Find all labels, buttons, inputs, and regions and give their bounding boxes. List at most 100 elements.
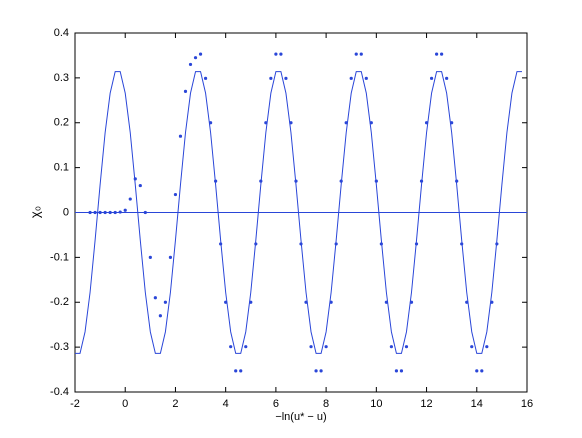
data-dot — [465, 300, 469, 304]
data-dot — [88, 210, 92, 215]
data-dot — [138, 183, 142, 188]
data-dot — [193, 56, 198, 60]
data-dot — [153, 296, 157, 300]
data-dot — [324, 345, 328, 349]
data-dot — [354, 52, 358, 56]
x-tick-label: 8 — [323, 398, 329, 410]
x-tick-label: 0 — [122, 398, 128, 410]
data-dot — [249, 300, 253, 304]
data-dot — [344, 121, 348, 125]
data-dot — [284, 76, 288, 80]
data-dot — [274, 52, 278, 56]
x-axis-label: −ln(u* − u) — [275, 411, 326, 423]
x-tick-label: -2 — [70, 398, 80, 410]
x-tick-label: 10 — [370, 398, 382, 410]
data-dot — [455, 179, 459, 183]
data-dot — [244, 345, 248, 349]
data-dot — [309, 345, 313, 349]
data-dot — [364, 76, 368, 80]
data-dot — [113, 210, 117, 215]
data-dot — [229, 345, 233, 349]
data-dot — [234, 369, 238, 373]
data-dot — [198, 52, 203, 56]
y-tick-label: -0.1 — [50, 251, 69, 263]
data-dot — [133, 177, 137, 181]
data-dot — [143, 210, 147, 215]
data-dot — [394, 369, 399, 373]
data-dot — [399, 369, 404, 373]
data-dot — [359, 52, 363, 56]
y-tick-label: 0.2 — [54, 117, 69, 129]
data-dot — [128, 197, 132, 201]
data-dot — [214, 179, 218, 183]
data-dot — [495, 242, 499, 246]
x-tick-label: 12 — [420, 398, 432, 410]
y-tick-label: 0 — [63, 206, 69, 218]
data-dot — [349, 76, 353, 80]
data-dot — [188, 62, 193, 67]
data-dot — [163, 300, 167, 304]
data-dot — [148, 255, 152, 259]
data-dot — [168, 255, 173, 259]
data-dot — [178, 134, 183, 138]
data-dot — [108, 210, 112, 215]
data-dot — [480, 369, 484, 373]
data-dot — [299, 242, 303, 246]
y-tick-label: -0.2 — [50, 296, 69, 308]
data-dot — [429, 76, 434, 80]
data-dot — [414, 242, 419, 246]
y-tick-label: 0.3 — [54, 72, 69, 84]
data-dot — [264, 121, 268, 125]
x-tick-label: 16 — [521, 398, 533, 410]
data-dot — [314, 369, 318, 373]
data-dot — [379, 242, 383, 246]
data-dot — [319, 369, 323, 373]
x-tick-label: 14 — [471, 398, 483, 410]
data-dot — [450, 121, 454, 125]
data-dot — [490, 300, 494, 304]
data-dot — [304, 300, 308, 304]
x-tick-label: 2 — [172, 398, 178, 410]
data-dot — [203, 76, 208, 80]
data-dot — [384, 300, 388, 304]
data-dot — [98, 210, 102, 215]
data-dot — [334, 242, 338, 246]
y-tick-label: 0.1 — [54, 162, 69, 174]
data-dot — [419, 179, 424, 183]
data-dot — [93, 210, 97, 215]
data-dot — [219, 242, 223, 246]
x-tick-label: 4 — [223, 398, 229, 410]
data-dot — [239, 369, 243, 373]
data-dot — [339, 179, 343, 183]
data-dot — [475, 369, 479, 373]
data-dot — [435, 52, 439, 56]
data-dot — [445, 76, 449, 80]
data-dot — [374, 179, 378, 183]
y-tick-label: -0.3 — [50, 341, 69, 353]
data-dot — [440, 52, 444, 56]
data-dot — [460, 242, 464, 246]
data-dot — [409, 300, 414, 304]
data-dot — [118, 210, 122, 214]
data-dot — [389, 345, 393, 349]
data-dot — [424, 121, 429, 125]
data-dot — [158, 314, 162, 318]
data-dot — [183, 89, 188, 93]
y-tick-label: -0.4 — [50, 386, 69, 398]
data-dot — [294, 179, 298, 183]
y-axis-label: χ₀ — [27, 206, 42, 218]
data-dot — [289, 121, 293, 125]
data-dot — [269, 76, 273, 80]
data-dot — [103, 210, 107, 215]
data-dot — [329, 300, 333, 304]
data-dot — [259, 179, 263, 183]
data-dot — [224, 300, 228, 304]
data-dot — [279, 52, 283, 56]
data-dot — [404, 345, 409, 349]
data-dot — [254, 242, 258, 246]
data-dot — [369, 121, 373, 125]
data-dot — [173, 192, 178, 197]
x-tick-label: 6 — [273, 398, 279, 410]
